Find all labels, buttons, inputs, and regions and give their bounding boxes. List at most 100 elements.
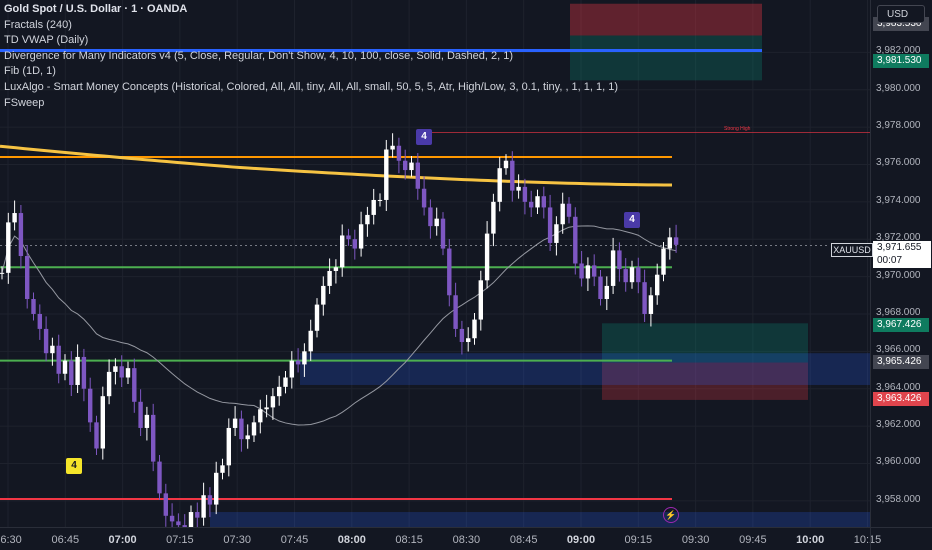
candle-body (25, 256, 30, 300)
candle-body (327, 270, 332, 286)
candle-body (629, 267, 635, 283)
moving-average-line (1, 225, 677, 426)
candle-body (138, 401, 143, 428)
candle-body (661, 248, 666, 275)
lightning-icon[interactable]: ⚡ (663, 507, 679, 523)
candle-body (585, 265, 591, 279)
price-tick-label: 3,976.000 (876, 157, 921, 169)
candle-body (163, 493, 168, 516)
candle-body (132, 368, 137, 402)
candle-body (81, 356, 87, 389)
time-tick-label: 09:15 (624, 534, 653, 546)
legend-smc[interactable]: LuxAlgo - Smart Money Concepts (Historic… (4, 80, 619, 93)
time-axis[interactable]: 06:30 06:45 07:00 07:15 07:30 07:45 08:00 08:15… (0, 527, 881, 550)
candle-body (18, 213, 24, 257)
candle-body (12, 213, 17, 223)
fvg-zone-bottom (210, 512, 870, 527)
candle-body (302, 351, 307, 365)
price-level-badge: 3,965.426 (873, 355, 929, 370)
candle-body (283, 377, 288, 387)
legend-fsweep[interactable]: FSweep (4, 96, 45, 109)
candle-body (182, 525, 187, 527)
candle-body (478, 280, 483, 320)
candle-body (169, 515, 175, 522)
candle-body (220, 465, 225, 473)
candle-body (201, 495, 206, 518)
price-tick-label: 3,974.000 (876, 194, 921, 206)
candle-body (535, 196, 540, 208)
legend-symbol-title[interactable]: Gold Spot / U.S. Dollar · 1 · OANDA (4, 3, 188, 15)
time-tick-label: 10:15 (853, 534, 882, 546)
legend-fib[interactable]: Fib (1D, 1) (4, 65, 56, 78)
candle-body (258, 409, 263, 423)
candle-body (295, 360, 301, 365)
price-tick-label: 3,962.000 (876, 419, 921, 431)
candle-body (314, 304, 320, 331)
time-tick-label: 08:00 (337, 534, 366, 546)
candle-body (6, 222, 11, 273)
legend-divergence[interactable]: Divergence for Many Indicators v4 (5, Cl… (4, 49, 513, 62)
price-tick-label: 3,980.000 (876, 82, 921, 94)
legend-fractals[interactable]: Fractals (240) (4, 18, 72, 31)
candle-body (239, 418, 244, 440)
price-level-badge: 3,963.426 (873, 392, 929, 407)
time-tick-label: 07:00 (108, 534, 137, 546)
time-tick-label: 07:30 (223, 534, 251, 546)
candle-body (245, 435, 250, 440)
price-tick-label: 3,960.000 (876, 456, 921, 468)
axis-corner[interactable] (870, 527, 932, 550)
supply-zone-right (602, 362, 808, 400)
candle-body (157, 461, 162, 494)
candle-body (617, 250, 622, 270)
candle-body (188, 512, 194, 527)
supply-zone-top (570, 3, 762, 36)
candle-body (277, 386, 282, 397)
candle-body (251, 422, 257, 436)
candle-body (100, 396, 105, 449)
candle-body (226, 427, 231, 466)
fvg-zone-mid (300, 353, 870, 385)
candle-body (403, 160, 408, 171)
legend-td-vwap[interactable]: TD VWAP (Daily) (4, 34, 89, 47)
candle-body (365, 214, 370, 225)
price-tick-label: 3,970.000 (876, 269, 921, 281)
indicator-legend: Gold Spot / U.S. Dollar · 1 · OANDA Frac… (4, 2, 618, 111)
divergence-marker-right[interactable]: 4 (624, 212, 640, 228)
candle-body (88, 388, 93, 423)
demand-zone-top (570, 35, 762, 81)
candle-body (0, 272, 5, 274)
price-tick-label: 3,982.000 (876, 45, 921, 57)
candle-body (623, 269, 628, 283)
candle-body (447, 248, 452, 296)
divergence-marker-bottom[interactable]: 4 (66, 458, 82, 474)
candle-body (289, 360, 294, 378)
time-tick-label: 10:00 (796, 534, 825, 546)
candle-body (421, 188, 427, 208)
candle-body (214, 472, 219, 505)
time-tick-label: 08:15 (395, 534, 423, 546)
price-plot-area[interactable] (0, 0, 870, 527)
time-tick-label: 07:45 (280, 534, 309, 546)
bar-countdown: 00:07 (877, 255, 903, 266)
candle-body (31, 299, 36, 314)
candle-body (610, 250, 616, 286)
candle-body (94, 422, 99, 449)
candle-body (43, 328, 49, 354)
time-tick-label: 06:30 (0, 534, 22, 546)
time-tick-label: 06:45 (51, 534, 80, 546)
candle-body (510, 160, 515, 191)
candle-body (547, 207, 553, 243)
candle-body (667, 237, 672, 249)
candle-body (491, 201, 496, 234)
time-tick-label: 09:30 (681, 534, 710, 546)
currency-selector[interactable]: USD (877, 5, 925, 23)
candle-body (264, 407, 269, 410)
divergence-marker-top[interactable]: 4 (416, 129, 432, 145)
time-tick-label: 07:15 (166, 534, 194, 546)
candle-body (453, 295, 458, 329)
price-axis[interactable]: 3,958.000 3,960.000 3,962.000 3,964.000 3,96… (870, 0, 932, 550)
candle-body (592, 265, 597, 277)
candle-body (503, 160, 509, 169)
price-level-badge: 3,981.530 (873, 54, 929, 69)
